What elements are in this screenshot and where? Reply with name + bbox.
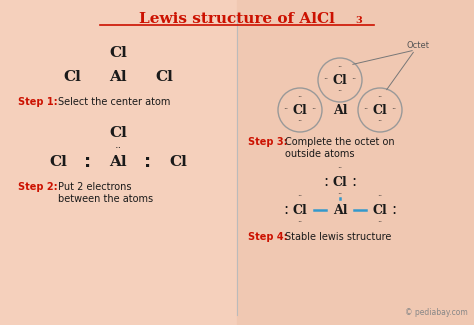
Text: Cl: Cl [49,155,67,169]
Text: © pediabay.com: © pediabay.com [405,308,468,317]
Text: ··: ·· [337,164,343,174]
Text: ··: ·· [351,75,356,84]
Text: :: : [145,153,152,171]
Text: Al: Al [333,103,347,116]
Text: Cl: Cl [333,176,347,188]
Text: :: : [283,202,289,217]
Text: :: : [351,175,356,189]
Text: Cl: Cl [333,73,347,86]
Text: Cl: Cl [373,203,387,216]
Text: ··: ·· [377,192,383,202]
Text: ··: ·· [364,106,369,114]
Text: ··: ·· [377,94,383,102]
Text: Cl: Cl [292,103,307,116]
Text: ··: ·· [114,143,122,153]
Text: ··: ·· [377,118,383,126]
Text: Step 2:: Step 2: [18,182,58,192]
Bar [0,0,237,325]
Bar [237,0,474,325]
Text: ··: ·· [337,87,343,97]
Text: :: : [392,202,397,217]
Text: ··: ·· [392,106,397,114]
Text: Al: Al [109,155,127,169]
Text: Al: Al [333,203,347,216]
Text: Cl: Cl [109,126,127,140]
Text: Al: Al [109,70,127,84]
Text: Select the center atom: Select the center atom [58,97,170,107]
Text: Cl: Cl [292,203,307,216]
Text: Step 3:: Step 3: [248,137,288,147]
Text: :: : [84,153,91,171]
Text: ··: ·· [297,218,302,227]
Text: Stable lewis structure: Stable lewis structure [285,232,392,242]
Text: ··: ·· [297,94,302,102]
Text: Complete the octet on
outside atoms: Complete the octet on outside atoms [285,137,395,159]
Text: ··: ·· [323,75,328,84]
Text: ··: ·· [311,106,317,114]
Text: Cl: Cl [109,46,127,60]
Text: Step 1:: Step 1: [18,97,58,107]
Text: ··: ·· [337,190,343,200]
Text: ··: ·· [377,218,383,227]
Text: :: : [323,175,328,189]
Text: ··: ·· [297,192,302,202]
Text: ··: ·· [297,118,302,126]
Text: Cl: Cl [63,70,81,84]
Text: 3: 3 [355,16,362,25]
Text: Octet: Octet [407,41,429,49]
Text: Cl: Cl [169,155,187,169]
Text: Cl: Cl [373,103,387,116]
Text: Put 2 electrons
between the atoms: Put 2 electrons between the atoms [58,182,153,203]
Text: ··: ·· [337,63,343,72]
Text: Cl: Cl [155,70,173,84]
Text: Step 4:: Step 4: [248,232,288,242]
Text: Lewis structure of AlCl: Lewis structure of AlCl [139,12,335,26]
Text: ··: ·· [283,106,289,114]
